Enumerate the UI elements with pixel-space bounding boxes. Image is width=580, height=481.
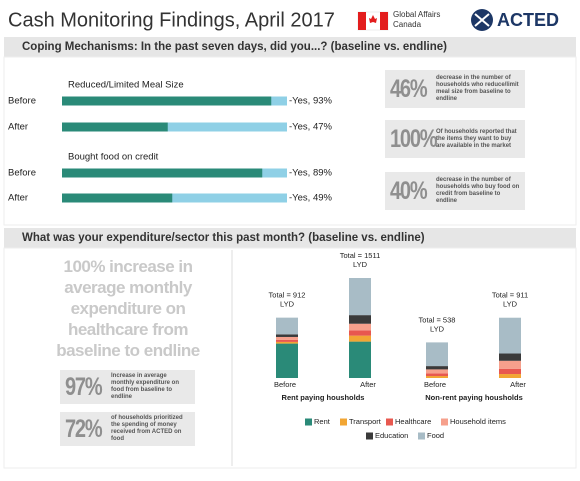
partner-name: Global Affairs [393, 10, 440, 19]
bar-segment [276, 339, 298, 342]
value-label: -Yes, 47% [289, 122, 333, 133]
category-label: After [8, 122, 28, 133]
total-label: LYD [503, 300, 518, 309]
group-label: Reduced/Limited Meal Size [68, 80, 184, 91]
legend-label: Rent [314, 417, 331, 426]
total-label: LYD [353, 260, 368, 269]
category-label: After [360, 380, 376, 389]
total-label: Total = 912 [269, 291, 306, 300]
bar-segment [499, 353, 521, 361]
stat-number: 97% [65, 372, 103, 401]
bar-segment [349, 323, 371, 331]
bar-segment [349, 315, 371, 324]
total-label: LYD [430, 324, 445, 333]
bar-segment [499, 317, 521, 354]
section-bar [4, 37, 576, 57]
value-label: -Yes, 49% [289, 193, 333, 204]
category-label: Before [274, 380, 296, 389]
value-label: -Yes, 89% [289, 168, 333, 179]
bar-segment [426, 342, 448, 367]
bar-segment [499, 374, 521, 378]
legend-label: Healthcare [395, 417, 431, 426]
stat-number: 40% [390, 176, 428, 205]
stat-text: Increase in average monthly expenditure … [111, 373, 180, 400]
bar-segment [499, 368, 521, 375]
acted-logo [471, 9, 493, 31]
stat-box: 97% Increase in average monthly expendit… [60, 370, 195, 404]
total-label: Total = 1511 [340, 251, 381, 260]
category-label: Before [424, 380, 446, 389]
section-title: Coping Mechanisms: In the past seven day… [22, 41, 447, 53]
stat-text: decrease in the number of households who… [436, 75, 519, 102]
bar-remainder [62, 193, 287, 203]
legend-swatch [366, 432, 373, 440]
legend-swatch [340, 418, 347, 426]
bar-segment [426, 366, 448, 370]
stat-number: 100% [390, 124, 438, 153]
value-label: -Yes, 93% [289, 96, 333, 107]
bar-segment [276, 341, 298, 344]
total-label: Total = 538 [419, 315, 456, 324]
section-bar [4, 228, 576, 248]
legend-swatch [418, 432, 425, 440]
total-label: LYD [280, 300, 295, 309]
legend-label: Food [427, 431, 444, 440]
partner-name: Canada [393, 20, 422, 29]
category-label: Before [8, 96, 36, 107]
bar-segment [276, 334, 298, 337]
bar-segment [349, 330, 371, 336]
panel [3, 56, 577, 226]
bar-segment [349, 278, 371, 316]
stat-text: decrease in the number of households who… [436, 177, 520, 204]
legend-swatch [441, 418, 448, 426]
bar-remainder [62, 122, 287, 132]
legend-label: Household items [450, 417, 506, 426]
legend-swatch [386, 418, 393, 426]
bar-segment [349, 335, 371, 342]
bar-segment [349, 341, 371, 378]
stat-box: 40% decrease in the number of households… [385, 172, 525, 210]
logo-text: ACTED [497, 10, 559, 30]
bar-segment [276, 317, 298, 335]
stat-number: 46% [390, 74, 428, 103]
section-title: What was your expenditure/sector this pa… [22, 232, 425, 244]
stat-text: Of households reported that the items th… [436, 128, 517, 149]
bar-segment [426, 369, 448, 374]
group-label: Non-rent paying housholds [425, 393, 523, 402]
bar-segment [276, 343, 298, 378]
category-label: After [8, 193, 28, 204]
bar-segment [426, 373, 448, 377]
legend-label: Transport [349, 417, 382, 426]
page-title: Cash Monitoring Findings, April 2017 [8, 9, 335, 31]
stat-number: 72% [65, 414, 103, 443]
canada-flag [357, 11, 389, 31]
stat-box: 100% Of households reported that the ite… [385, 120, 525, 158]
bar-segment [276, 336, 298, 340]
category-label: After [510, 380, 526, 389]
bar [62, 193, 173, 203]
stat-box: 46% decrease in the number of households… [385, 70, 525, 108]
stat-text: of households prioritized the spending o… [111, 415, 183, 442]
bar-segment [499, 360, 521, 369]
group-label: Bought food on credit [68, 152, 159, 163]
legend-label: Education [375, 431, 408, 440]
bar-segment [426, 376, 448, 378]
legend-swatch [305, 418, 312, 426]
group-label: Rent paying housholds [282, 393, 365, 402]
panel [3, 247, 577, 469]
category-label: Before [8, 168, 36, 179]
bar [62, 168, 263, 178]
stat-box: 72% of households prioritized the spendi… [60, 412, 195, 446]
headline: 100% increase in average monthly expendi… [56, 257, 200, 360]
total-label: Total = 911 [492, 291, 528, 300]
bar [62, 96, 272, 106]
bar [62, 122, 168, 132]
